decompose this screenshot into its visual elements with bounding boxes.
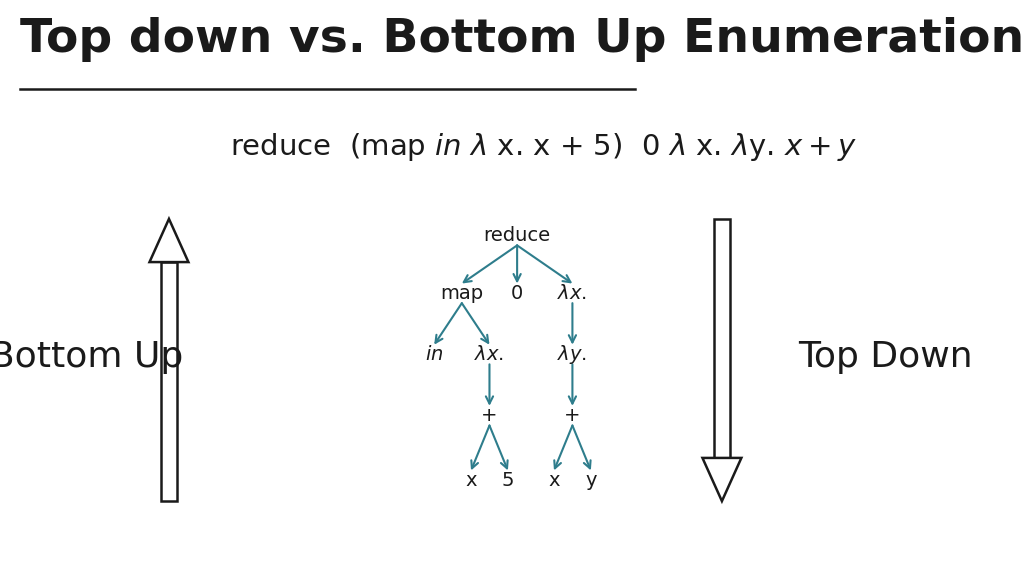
Text: $in$: $in$ [425, 345, 443, 364]
Polygon shape [150, 219, 188, 262]
Polygon shape [702, 458, 741, 501]
Text: +: + [481, 406, 498, 425]
Text: 0: 0 [511, 284, 523, 303]
Text: Top down vs. Bottom Up Enumeration: Top down vs. Bottom Up Enumeration [20, 17, 1024, 62]
Text: $\lambda y.$: $\lambda y.$ [557, 343, 588, 366]
Text: y: y [585, 471, 597, 490]
Polygon shape [161, 262, 177, 501]
Text: map: map [440, 284, 483, 303]
Text: x: x [465, 471, 477, 490]
Text: $\lambda x.$: $\lambda x.$ [474, 345, 505, 364]
Text: +: + [564, 406, 581, 425]
Text: $\lambda x.$: $\lambda x.$ [557, 284, 588, 303]
Text: Top Down: Top Down [799, 340, 973, 374]
Text: x: x [548, 471, 560, 490]
Text: 5: 5 [502, 471, 514, 490]
Text: reduce: reduce [483, 226, 551, 245]
Polygon shape [714, 219, 730, 458]
Text: Bottom Up: Bottom Up [0, 340, 183, 374]
Text: reduce  (map $\it{in}$ $\lambda$ x. x + 5)  0 $\lambda$ x. $\lambda$y. $x + y$: reduce (map $\it{in}$ $\lambda$ x. x + 5… [230, 131, 857, 163]
